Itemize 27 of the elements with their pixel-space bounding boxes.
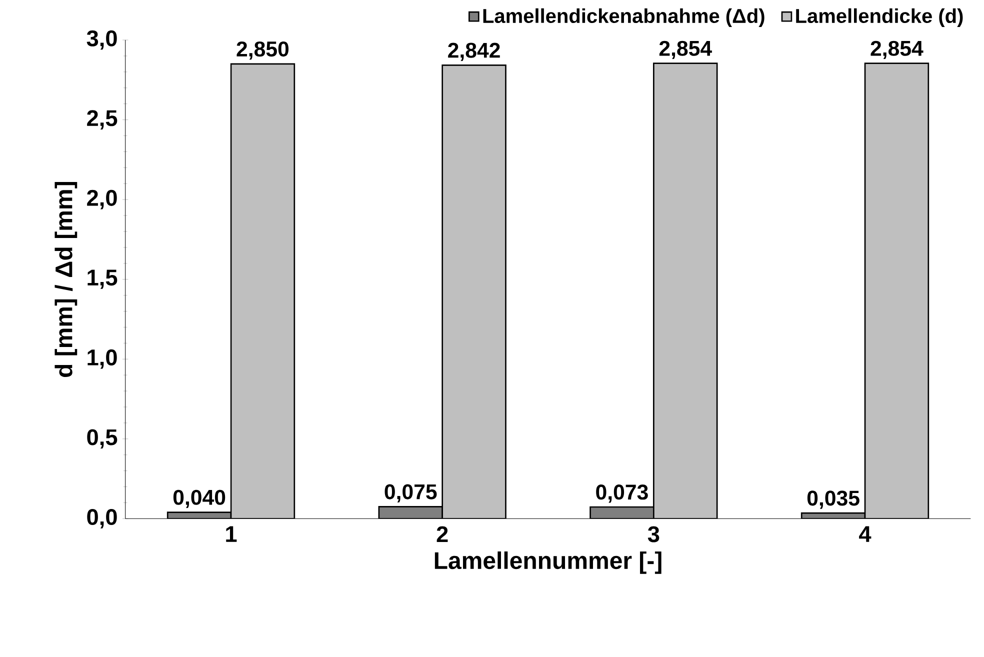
data-label: 2,850 xyxy=(236,41,289,60)
y-axis-title: d [mm] / Δd [mm] xyxy=(54,182,78,377)
y-tick-label: 2,5 xyxy=(87,110,118,130)
y-tick-label: 0,0 xyxy=(87,508,117,528)
bar xyxy=(442,64,506,519)
data-label: 2,842 xyxy=(448,42,500,61)
data-label: 2,854 xyxy=(659,40,712,59)
data-label: 0,040 xyxy=(173,490,226,508)
y-tick-label: 3,0 xyxy=(86,30,117,50)
bar xyxy=(864,62,930,519)
y-tick-label: 2,0 xyxy=(87,190,117,210)
legend-label: Lamellendicke (d) xyxy=(796,8,963,27)
data-label: 0,075 xyxy=(384,484,437,502)
x-tick-label: 1 xyxy=(226,526,237,542)
x-tick-label: 2 xyxy=(436,526,448,542)
data-label: 0,035 xyxy=(807,490,860,509)
bar xyxy=(653,62,718,519)
data-label: 2,854 xyxy=(870,40,924,59)
y-tick-label: 0,5 xyxy=(87,429,118,448)
data-label: 0,073 xyxy=(596,484,648,503)
x-axis-title: Lamellennummer [-] xyxy=(434,551,662,574)
x-tick-label: 3 xyxy=(648,526,660,542)
bar xyxy=(230,63,296,519)
y-tick-label: 1,5 xyxy=(88,270,118,289)
y-tick-label: 1,0 xyxy=(88,349,117,369)
legend-label: Lamellendickenabnahme (Δd) xyxy=(483,8,764,27)
x-tick-label: 4 xyxy=(859,526,872,542)
